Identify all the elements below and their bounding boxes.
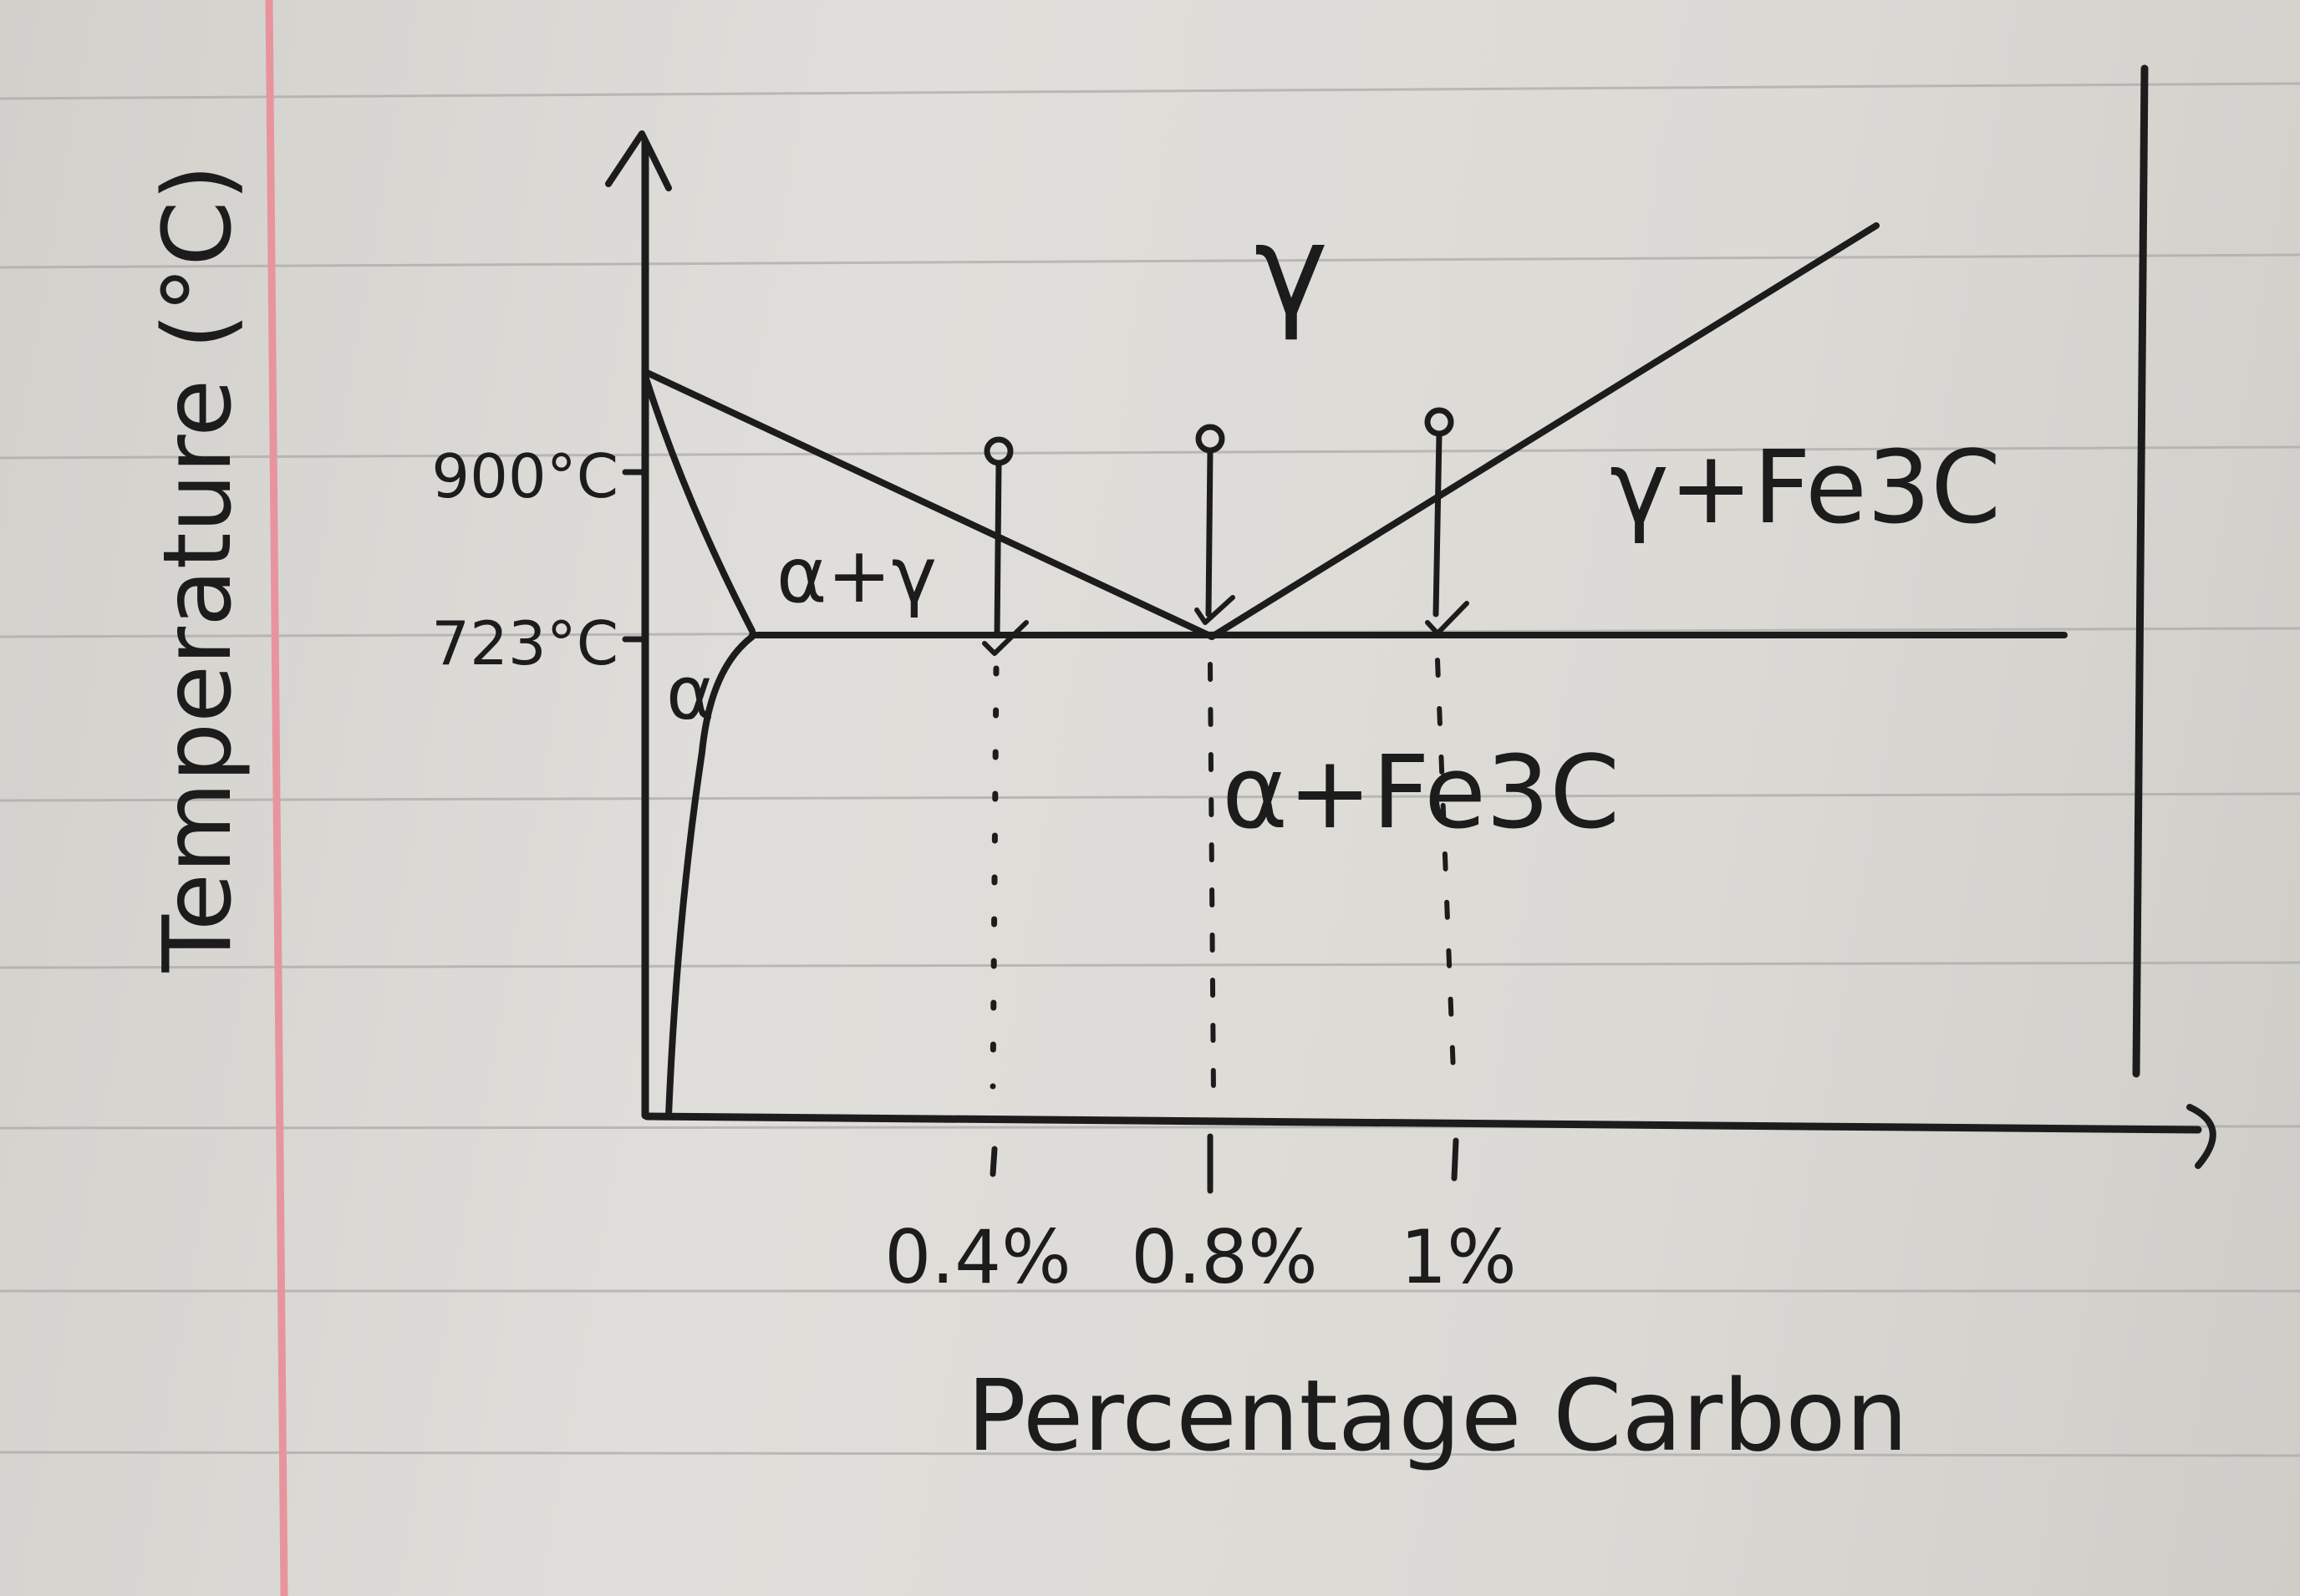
region-alpha: α <box>666 650 715 736</box>
region-gamma-fe3c: γ+Fe3C <box>1610 430 2001 546</box>
alpha-solvus-curve <box>665 633 756 1119</box>
y-ticks <box>622 469 649 643</box>
y-axis-title: Temperature (°C) <box>144 165 252 973</box>
region-alpha-gamma: α+γ <box>776 531 937 620</box>
composition-markers <box>982 407 1469 656</box>
axes <box>605 130 2216 1169</box>
x-axis-arrow <box>2186 1104 2216 1169</box>
y-tick-label-900: 900°C <box>431 441 618 511</box>
x-tick-label-0-4: 0.4% <box>884 1214 1071 1300</box>
y-tick-label-723: 723°C <box>431 608 618 679</box>
right-border-line <box>2132 64 2149 1078</box>
x-axis <box>643 1112 2202 1134</box>
x-tick-label-1: 1% <box>1400 1214 1517 1300</box>
drop-lines <box>990 658 1457 1097</box>
phase-boundaries <box>642 222 2068 1119</box>
alpha-gamma-boundary <box>642 373 756 634</box>
x-axis-title: Percentage Carbon <box>967 1358 1908 1473</box>
region-alpha-fe3c: α+Fe3C <box>1222 735 1620 851</box>
ruled-lines <box>0 82 2300 1457</box>
x-ticks <box>990 1133 1459 1194</box>
region-gamma: γ <box>1254 198 1329 343</box>
a3-line <box>642 369 1215 640</box>
margin-line <box>265 0 288 1596</box>
x-tick-label-0-8: 0.8% <box>1131 1214 1318 1300</box>
acm-line <box>1209 222 1880 640</box>
y-axis-arrow <box>605 130 672 191</box>
